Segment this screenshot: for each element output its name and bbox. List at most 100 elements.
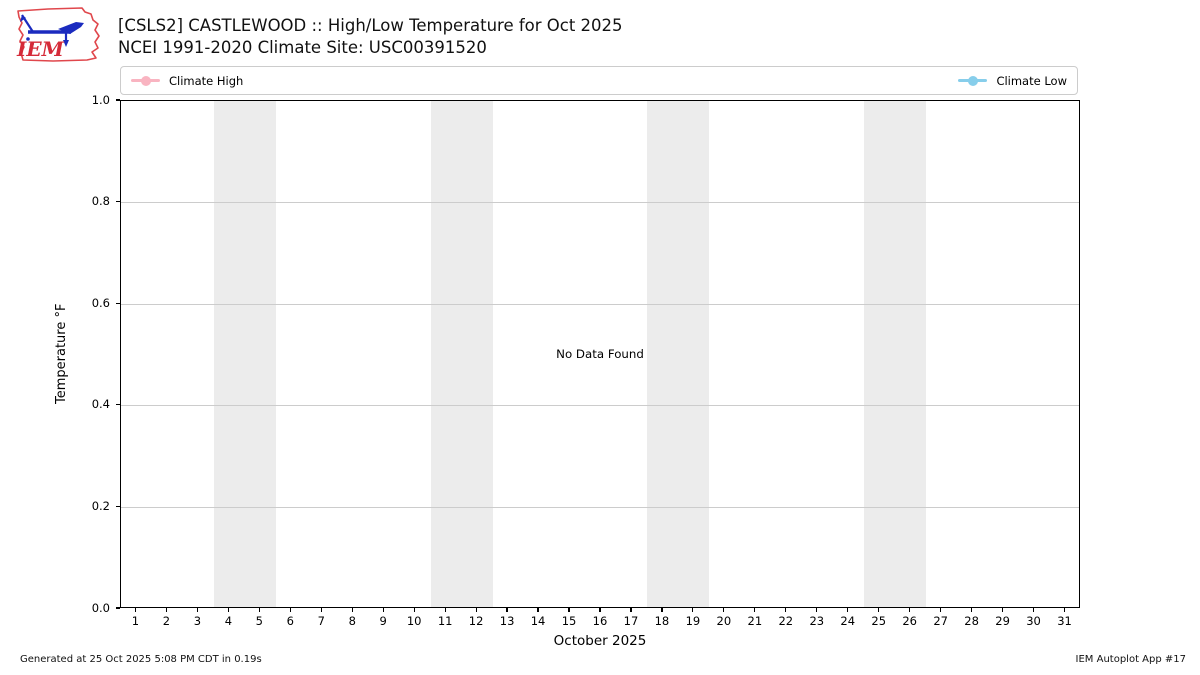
legend-label-climate-high: Climate High — [169, 73, 244, 88]
x-tick-label: 21 — [747, 614, 763, 628]
x-tick-mark — [1032, 608, 1035, 612]
x-tick-mark — [785, 608, 787, 612]
y-tick-mark — [116, 505, 120, 507]
x-tick-mark — [537, 608, 539, 612]
x-tick-label: 18 — [654, 614, 670, 628]
x-tick-mark — [320, 608, 322, 612]
x-tick-mark — [1063, 608, 1066, 612]
x-tick-mark — [506, 608, 508, 612]
climate-low-marker — [958, 79, 988, 82]
weekend-band — [864, 101, 927, 607]
x-tick-label: 23 — [809, 614, 825, 628]
x-tick-mark — [661, 608, 663, 612]
x-tick-mark — [196, 608, 198, 612]
x-tick-label: 27 — [933, 614, 948, 628]
title-line-2: NCEI 1991-2020 Climate Site: USC00391520 — [118, 38, 487, 57]
x-tick-mark — [816, 608, 818, 612]
x-tick-label: 12 — [468, 614, 484, 628]
legend-label-climate-low: Climate Low — [996, 73, 1067, 88]
x-tick-label: 19 — [685, 614, 701, 628]
x-tick-label: 14 — [530, 614, 546, 628]
x-tick-label: 3 — [193, 614, 202, 628]
gridline — [121, 405, 1079, 407]
y-tick-mark — [116, 404, 120, 406]
x-tick-label: 24 — [840, 614, 856, 628]
y-tick-label: 0.6 — [91, 295, 110, 310]
x-tick-label: 6 — [286, 614, 294, 628]
x-tick-mark — [940, 608, 942, 612]
legend-item-climate-high: Climate High — [131, 74, 243, 88]
y-tick-mark — [116, 201, 120, 203]
y-tick-label: 0.0 — [91, 600, 110, 615]
x-tick-mark — [382, 608, 384, 612]
x-tick-mark — [351, 608, 353, 612]
plot-area: No Data Found — [120, 100, 1080, 608]
x-tick-mark — [289, 608, 291, 612]
weekend-band — [647, 101, 710, 607]
x-tick-label: 8 — [348, 614, 356, 628]
legend: Climate High Climate Low — [120, 66, 1078, 95]
gridline — [121, 303, 1079, 305]
y-tick-mark — [116, 607, 120, 609]
x-tick-mark — [692, 608, 694, 612]
x-tick-label: 17 — [623, 614, 639, 628]
footer-generated-text: Generated at 25 Oct 2025 5:08 PM CDT in … — [20, 654, 262, 665]
x-tick-label: 4 — [224, 614, 233, 628]
legend-item-climate-low: Climate Low — [958, 74, 1067, 88]
x-tick-mark — [413, 608, 415, 612]
x-tick-label: 28 — [964, 614, 979, 628]
x-tick-mark — [723, 608, 725, 612]
climate-high-marker — [131, 79, 160, 82]
x-tick-mark — [227, 608, 229, 612]
x-tick-mark — [134, 608, 137, 612]
x-tick-label: 22 — [778, 614, 794, 628]
x-tick-label: 16 — [592, 614, 608, 628]
weathervane-icon — [20, 14, 84, 47]
x-tick-label: 30 — [1026, 614, 1041, 628]
x-tick-mark — [971, 608, 973, 612]
weekend-band — [213, 101, 276, 607]
x-tick-label: 7 — [317, 614, 325, 628]
x-tick-mark — [165, 608, 168, 612]
gridline — [121, 506, 1079, 508]
x-tick-label: 1 — [131, 614, 140, 628]
title-line-1: [CSLS2] CASTLEWOOD :: High/Low Temperatu… — [118, 16, 623, 35]
x-tick-mark — [878, 608, 880, 612]
x-axis-label: October 2025 — [553, 633, 647, 649]
x-tick-label: 25 — [871, 614, 887, 628]
y-tick-mark — [116, 99, 120, 101]
x-tick-mark — [630, 608, 632, 612]
chart-title: [CSLS2] CASTLEWOOD :: High/Low Temperatu… — [118, 15, 623, 59]
x-tick-label: 29 — [995, 614, 1010, 628]
y-axis-label: Temperature °F — [54, 303, 69, 405]
weekend-band — [430, 101, 493, 607]
x-tick-mark — [754, 608, 756, 612]
x-tick-mark — [1001, 608, 1004, 612]
y-tick-label: 0.4 — [91, 397, 110, 412]
logo-text: IEM — [16, 37, 65, 61]
x-tick-mark — [444, 608, 446, 612]
x-tick-label: 11 — [437, 614, 453, 628]
y-tick-label: 0.2 — [91, 498, 110, 513]
x-tick-label: 10 — [406, 614, 422, 628]
x-tick-mark — [475, 608, 477, 612]
x-tick-mark — [568, 608, 570, 612]
footer-app-text: IEM Autoplot App #17 — [1075, 654, 1186, 665]
iem-logo: IEM — [16, 7, 100, 62]
no-data-message: No Data Found — [556, 347, 644, 361]
x-tick-label: 13 — [499, 614, 515, 628]
x-tick-mark — [909, 608, 911, 612]
x-tick-label: 9 — [379, 614, 387, 628]
x-tick-mark — [258, 608, 260, 612]
x-tick-label: 5 — [255, 614, 263, 628]
x-tick-label: 15 — [561, 614, 577, 628]
x-tick-label: 2 — [162, 614, 171, 628]
y-tick-mark — [116, 302, 120, 304]
x-tick-mark — [599, 608, 601, 612]
x-tick-label: 31 — [1057, 614, 1072, 628]
y-tick-label: 0.8 — [91, 194, 110, 209]
x-tick-label: 20 — [716, 614, 732, 628]
x-tick-label: 26 — [902, 614, 917, 628]
gridline — [121, 202, 1079, 204]
